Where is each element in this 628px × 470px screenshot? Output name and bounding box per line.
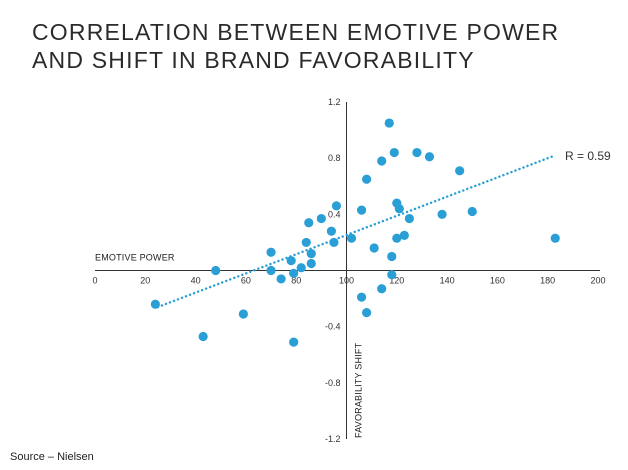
y-tick-label: 0.8: [328, 153, 341, 163]
data-point: [238, 309, 248, 319]
data-point: [384, 118, 394, 128]
data-point: [455, 166, 465, 176]
x-tick-label: 40: [191, 276, 201, 286]
y-axis-label: FAVORABILITY SHIFT: [354, 342, 364, 438]
data-point: [377, 284, 387, 294]
x-tick-label: 160: [490, 276, 505, 286]
data-point: [392, 233, 402, 243]
y-tick-label: 1.2: [328, 97, 341, 107]
x-tick-label: 80: [291, 276, 301, 286]
data-point: [369, 243, 379, 253]
data-point: [377, 156, 387, 166]
data-point: [276, 274, 286, 284]
data-point: [316, 213, 326, 224]
x-tick-label: 120: [389, 276, 404, 286]
data-point: [331, 201, 342, 211]
data-point: [211, 265, 221, 276]
data-point: [150, 299, 160, 309]
data-point: [412, 147, 422, 158]
data-point: [394, 204, 404, 214]
data-point: [266, 265, 276, 276]
data-point: [306, 258, 316, 269]
data-point: [356, 205, 367, 215]
data-point: [467, 206, 477, 217]
data-point: [437, 209, 447, 219]
data-point: [550, 233, 560, 243]
data-point: [389, 147, 399, 158]
data-point: [346, 233, 357, 243]
x-tick-label: 200: [590, 276, 605, 286]
data-point: [286, 256, 296, 266]
x-tick-label: 0: [92, 276, 97, 286]
data-point: [356, 292, 367, 302]
data-point: [362, 174, 372, 184]
chart-title: CORRELATION BETWEEN EMOTIVE POWER AND SH…: [32, 19, 560, 73]
data-point: [266, 247, 276, 257]
data-point: [304, 218, 314, 228]
x-tick-label: 100: [339, 276, 354, 286]
data-point: [306, 249, 316, 259]
data-point: [404, 213, 414, 224]
x-tick-label: 180: [540, 276, 555, 286]
x-tick-label: 20: [140, 276, 150, 286]
data-point: [326, 226, 337, 236]
data-point: [362, 308, 372, 318]
data-point: [387, 270, 397, 280]
data-point: [387, 251, 397, 262]
y-tick-label: -0.4: [325, 322, 341, 332]
data-point: [301, 237, 311, 248]
data-point: [289, 337, 299, 347]
data-point: [329, 237, 339, 248]
data-point: [424, 152, 435, 162]
r-value-label: R = 0.59: [565, 149, 611, 163]
data-point: [399, 230, 409, 240]
data-point: [289, 268, 299, 278]
x-tick-label: 60: [241, 276, 251, 286]
x-tick-label: 140: [440, 276, 455, 286]
y-tick-label: 0.4: [328, 209, 341, 219]
data-point: [198, 331, 208, 342]
y-tick-label: -0.8: [325, 378, 341, 388]
data-point: [296, 263, 306, 273]
x-axis-label: EMOTIVE POWER: [95, 253, 175, 263]
y-tick-label: -1.2: [325, 434, 341, 444]
source-note: Source – Nielsen: [10, 451, 94, 463]
